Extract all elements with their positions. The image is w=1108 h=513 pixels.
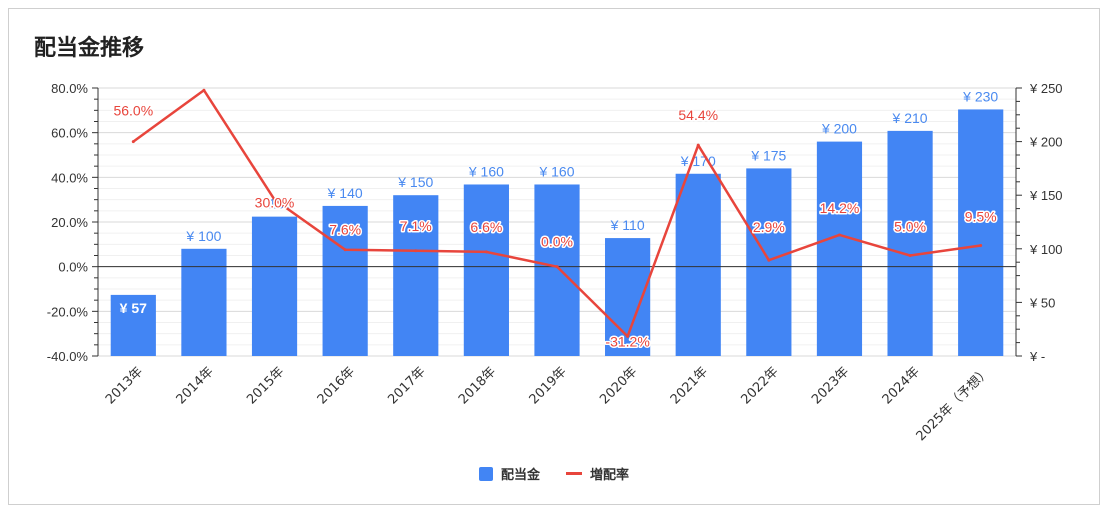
right-axis-tick-label: ¥ 100 — [1029, 242, 1063, 257]
growth-rate-data-label: 7.6% — [329, 222, 361, 238]
x-axis-tick-label: 2015年 — [244, 364, 287, 407]
growth-rate-point — [837, 233, 841, 237]
growth-rate-point — [343, 248, 347, 252]
growth-rate-point — [131, 140, 135, 144]
x-axis-tick-label: 2019年 — [527, 364, 570, 407]
chart-title: 配当金推移 — [34, 36, 145, 61]
growth-rate-data-label: 9.5% — [965, 208, 997, 224]
right-axis-tick-label: ¥ 150 — [1029, 188, 1063, 203]
left-axis-tick-label: 20.0% — [51, 215, 88, 230]
bar — [181, 248, 227, 356]
left-axis-tick-label: 60.0% — [51, 126, 88, 141]
left-axis-tick-label: -40.0% — [47, 349, 89, 364]
bar-data-label: ¥ 200 — [821, 121, 857, 137]
legend-label-dividend: 配当金 — [500, 468, 540, 483]
bar-data-label: ¥ 100 — [185, 228, 221, 244]
bar-data-label: ¥ 170 — [680, 153, 716, 169]
right-axis-tick-label: ¥ 200 — [1029, 135, 1063, 150]
growth-rate-point — [414, 249, 418, 253]
growth-rate-point — [273, 198, 277, 202]
bar-data-label: ¥ 110 — [610, 217, 645, 233]
growth-rate-data-label: -31.2% — [605, 333, 649, 349]
right-axis-tick-label: ¥ 250 — [1029, 81, 1063, 96]
growth-rate-data-label: 30.0% — [255, 195, 295, 211]
bar — [887, 130, 933, 356]
growth-rate-point — [908, 254, 912, 257]
bar — [393, 195, 439, 356]
growth-rate-data-label: 14.2% — [820, 200, 860, 216]
bar — [958, 109, 1004, 356]
x-axis-tick-label: 2016年 — [315, 364, 358, 407]
growth-rate-data-label: 0.0% — [541, 234, 573, 250]
legend-label-growth-rate: 増配率 — [590, 468, 630, 483]
bar-data-label: ¥ 130 — [256, 196, 292, 212]
growth-rate-data-label: 2.9% — [753, 219, 785, 235]
bar-data-label: ¥ 160 — [538, 163, 574, 179]
x-axis-tick-label: 2022年 — [738, 364, 781, 407]
bar-data-label: ¥ 210 — [892, 110, 928, 126]
bar-data-label: ¥ 57 — [120, 300, 147, 316]
growth-rate-data-label: 54.4% — [678, 107, 718, 123]
growth-rate-point — [626, 334, 630, 338]
bar — [746, 168, 792, 356]
bar — [675, 173, 721, 356]
growth-rate-point — [696, 143, 700, 147]
bar — [251, 216, 298, 356]
growth-rate-point — [202, 88, 206, 92]
growth-rate-data-label: 7.1% — [400, 218, 432, 234]
growth-rate-point — [767, 258, 771, 262]
x-axis-tick-label: 2021年 — [668, 364, 711, 407]
growth-rate-data-label: 5.0% — [894, 219, 926, 235]
x-axis-tick-label: 2020年 — [597, 364, 640, 407]
bar-data-label: ¥ 150 — [397, 174, 433, 190]
right-axis-tick-label: ¥ - — [1029, 349, 1045, 364]
bar — [534, 184, 580, 356]
legend: 配当金 増配率 — [0, 464, 1108, 483]
x-axis-tick-label: 2023年 — [809, 364, 852, 407]
growth-rate-data-label: 56.0% — [113, 103, 153, 119]
bar-data-label: ¥ 140 — [327, 185, 363, 201]
left-axis-tick-label: 40.0% — [51, 170, 88, 185]
bar-data-label: ¥ 230 — [962, 88, 998, 104]
left-axis-tick-label: 0.0% — [58, 260, 88, 275]
left-axis-tick-label: 80.0% — [51, 81, 88, 96]
bar — [110, 294, 156, 356]
bar-data-label: ¥ 175 — [750, 147, 786, 163]
x-axis-tick-label: 2024年 — [880, 364, 923, 407]
x-axis-tick-label: 2013年 — [103, 364, 146, 407]
growth-rate-point — [484, 250, 488, 254]
growth-rate-data-label: 6.6% — [470, 219, 502, 235]
bar — [463, 184, 509, 356]
bar — [322, 205, 368, 356]
growth-rate-point — [555, 265, 559, 269]
growth-rate-point — [979, 243, 983, 247]
x-axis-tick-label: 2018年 — [456, 364, 499, 407]
bar-data-label: ¥ 160 — [468, 163, 504, 179]
bar — [816, 141, 863, 356]
x-axis-tick-label: 2014年 — [174, 364, 217, 407]
legend-item-dividend: 配当金 — [478, 464, 540, 483]
legend-swatch-line — [566, 472, 582, 475]
x-axis-tick-label: 2017年 — [385, 364, 428, 407]
left-axis-tick-label: -20.0% — [47, 304, 89, 319]
x-axis-tick-label: 2025年（予想） — [913, 364, 994, 445]
right-axis-tick-label: ¥ 50 — [1029, 295, 1055, 310]
legend-item-growth-rate: 増配率 — [566, 464, 629, 483]
legend-swatch-bar — [478, 466, 493, 481]
